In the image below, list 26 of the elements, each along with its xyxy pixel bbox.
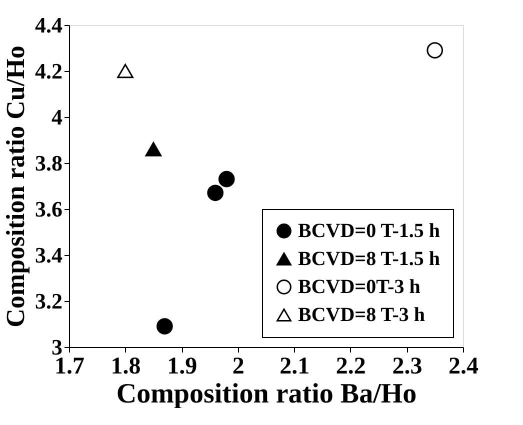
- point: [426, 42, 444, 58]
- x-tick-label: 1.8: [110, 354, 141, 380]
- y-tick-label: 3.2: [35, 288, 62, 314]
- y-tick-label: 3.4: [35, 242, 62, 268]
- y-tick-label: 4.4: [35, 12, 62, 38]
- x-tick-label: 2.2: [336, 354, 366, 380]
- x-tick-label: 2.4: [448, 354, 478, 380]
- x-tick-label: 2.1: [280, 354, 310, 380]
- point: [145, 142, 162, 156]
- point: [156, 318, 173, 334]
- legend-label: BCVD=0T-3 h: [298, 276, 420, 298]
- y-tick-label: 4.2: [35, 58, 62, 84]
- x-tick-label: 1.9: [167, 354, 198, 380]
- legend-label: BCVD=0 T-1.5 h: [298, 220, 440, 242]
- legend-label: BCVD=8 T-3 h: [298, 304, 425, 326]
- point: [207, 184, 224, 202]
- legend-label: BCVD=8 T-1.5 h: [298, 248, 440, 270]
- y-tick-label: 3.8: [35, 150, 62, 176]
- x-tick-label: 2.3: [392, 354, 422, 380]
- y-axis-title: Composition ratio Cu/Ho: [1, 46, 30, 328]
- point: [218, 170, 235, 188]
- x-tick-label: 2: [232, 354, 244, 380]
- y-tick-label: 3.6: [35, 196, 62, 222]
- point: [117, 64, 134, 78]
- y-tick-label: 4: [52, 104, 62, 130]
- x-tick-label: 1.7: [54, 354, 84, 380]
